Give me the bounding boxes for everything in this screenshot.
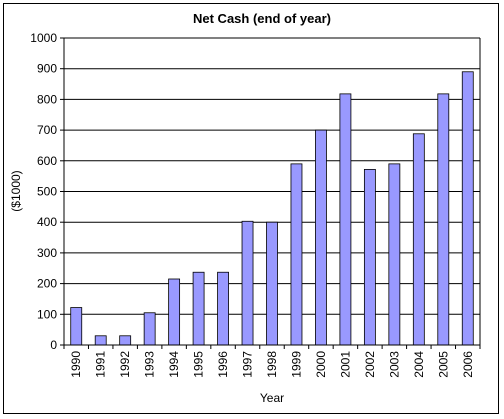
x-tick-label: 1999	[289, 351, 303, 378]
x-tick-label: 1992	[118, 351, 132, 378]
bar	[241, 220, 254, 346]
plot-area: 0 100 200 300 400 500 600 700 800 900 1000 1990 1991…	[30, 31, 481, 378]
bar	[217, 271, 229, 346]
x-axis-label: Year	[260, 391, 284, 405]
y-tick-label: 400	[37, 215, 57, 229]
y-axis-label: ($1000)	[9, 170, 23, 211]
x-tick-label: 2003	[387, 351, 401, 378]
y-tick-label: 500	[37, 185, 57, 199]
y-tick-label: 1000	[30, 31, 57, 45]
x-tick-label: 1996	[216, 351, 230, 378]
y-tick-label: 0	[50, 338, 57, 352]
x-tick-label: 1991	[94, 351, 108, 378]
bar	[315, 129, 327, 346]
bar	[266, 221, 278, 346]
chart-title: Net Cash (end of year)	[193, 11, 331, 26]
bar	[388, 163, 401, 346]
x-tick-label: 1994	[167, 351, 181, 378]
x-tick-label: 2006	[461, 351, 475, 378]
bar	[70, 307, 83, 346]
bar	[290, 163, 303, 346]
bar	[168, 278, 181, 346]
x-tick-label: 2005	[436, 351, 450, 378]
x-tick-label: 1998	[265, 351, 279, 378]
y-tick-label: 900	[37, 62, 57, 76]
x-tick-label: 1995	[192, 351, 206, 378]
bar	[119, 335, 132, 346]
x-tick-label: 1993	[143, 351, 157, 378]
x-tick-label: 2001	[338, 351, 352, 378]
y-tick-label: 600	[37, 154, 57, 168]
y-tick-label: 100	[37, 307, 57, 321]
y-tick-label: 300	[37, 246, 57, 260]
x-tick-label: 2000	[314, 351, 328, 378]
x-tick-label: 1990	[69, 351, 83, 378]
y-tick-label: 800	[37, 92, 57, 106]
bar	[437, 93, 450, 346]
bar	[363, 168, 376, 346]
bar	[143, 312, 156, 346]
bar	[461, 71, 474, 346]
x-tick-label: 2004	[412, 351, 426, 378]
bar	[412, 133, 425, 346]
x-tick-label: 1997	[241, 351, 255, 378]
bar	[192, 271, 205, 346]
x-tick-label: 2002	[363, 351, 377, 378]
y-tick-label: 200	[37, 277, 57, 291]
bar	[94, 335, 107, 346]
bar	[339, 93, 352, 346]
y-tick-label: 700	[37, 123, 57, 137]
